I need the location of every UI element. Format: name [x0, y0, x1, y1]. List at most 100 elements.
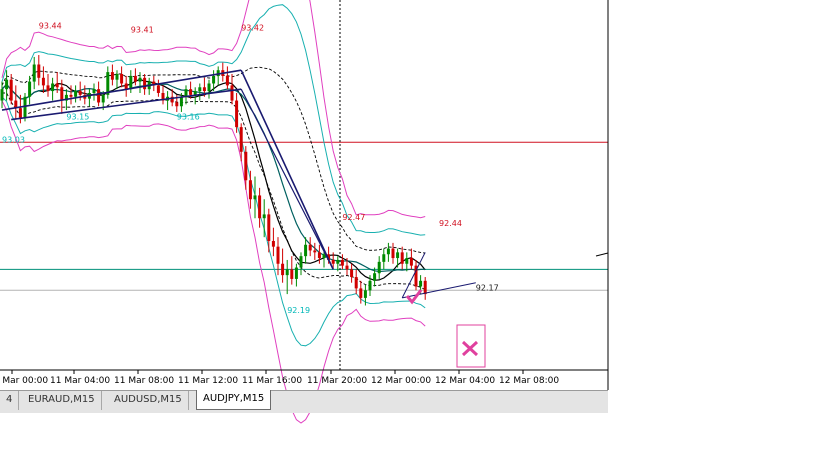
- candle: [253, 176, 257, 219]
- candle: [262, 199, 266, 238]
- candle-body: [143, 77, 147, 90]
- candle-body: [32, 64, 36, 82]
- candle: [46, 74, 50, 97]
- candle-body: [354, 277, 358, 289]
- candle: [267, 208, 271, 253]
- candle: [179, 92, 183, 112]
- time-tick-label: 12 Mar 08:00: [499, 376, 559, 386]
- time-tick-label: 11 Mar 04:00: [50, 376, 110, 386]
- candle: [161, 85, 165, 105]
- candle: [55, 72, 59, 93]
- candle: [345, 258, 349, 276]
- candle: [244, 146, 248, 190]
- tab-audusd-m15[interactable]: AUDUSD,M15: [108, 391, 189, 410]
- candle: [106, 66, 110, 99]
- candle-body: [248, 180, 252, 200]
- candle-body: [363, 290, 367, 298]
- candle: [212, 70, 216, 92]
- candle-body: [414, 265, 418, 287]
- buy-check-icon: [405, 289, 423, 305]
- candle-body: [92, 89, 96, 93]
- candle-body: [400, 252, 404, 264]
- trendline-upper: [1, 69, 242, 111]
- candle-body: [189, 89, 193, 95]
- candle-body: [258, 195, 262, 219]
- price-label: 93.41: [131, 25, 154, 34]
- candle-body: [46, 85, 50, 92]
- band-inner-lower: [2, 92, 426, 290]
- candle-body: [285, 269, 289, 276]
- candle: [363, 284, 367, 306]
- candle: [166, 91, 170, 111]
- candle-body: [216, 70, 220, 76]
- candle: [9, 74, 13, 105]
- candle-body: [198, 87, 202, 92]
- price-label: 93.16: [177, 113, 200, 122]
- candle: [69, 85, 73, 105]
- price-label: 92.17: [476, 283, 499, 292]
- candle: [368, 275, 372, 296]
- candle-body: [193, 91, 197, 95]
- candle-body: [175, 102, 179, 107]
- candle: [133, 68, 137, 86]
- candle: [32, 56, 36, 90]
- candle-body: [18, 108, 22, 118]
- candle: [60, 79, 64, 114]
- candle-body: [276, 246, 280, 264]
- time-tick-label: 11 Mar 20:00: [307, 376, 367, 386]
- candle-body: [37, 64, 41, 78]
- candle-body: [64, 94, 68, 101]
- candles: [0, 55, 427, 306]
- candle-body: [382, 254, 386, 262]
- candle-body: [322, 254, 326, 259]
- candle: [207, 79, 211, 99]
- candle-body: [124, 83, 128, 90]
- candle: [308, 237, 312, 257]
- candle-body: [262, 214, 266, 219]
- tab-euraud-m15[interactable]: EURAUD,M15: [22, 391, 102, 410]
- candle-body: [120, 74, 124, 84]
- candle-body: [244, 151, 248, 181]
- candle-body: [386, 248, 390, 255]
- candle-body: [41, 77, 45, 86]
- price-label: 93.15: [66, 113, 89, 122]
- price-label: 93.44: [39, 21, 62, 30]
- candle-body: [179, 96, 183, 107]
- trend-lines: [1, 69, 476, 299]
- candle: [41, 66, 45, 93]
- band-middle-upper: [1, 4, 426, 236]
- candle-body: [391, 248, 395, 259]
- candle-body: [327, 254, 331, 260]
- candle: [0, 81, 4, 109]
- candle: [354, 269, 358, 295]
- time-tick-label: 11 Mar 12:00: [178, 376, 238, 386]
- candle-body: [202, 87, 206, 92]
- close-x-icon: [461, 340, 479, 357]
- candle: [304, 237, 308, 264]
- candle: [225, 66, 229, 90]
- moving-averages: [1, 78, 426, 281]
- candle: [299, 252, 303, 276]
- time-tick-label: 11 Mar 08:00: [114, 376, 174, 386]
- tab-partial[interactable]: 4: [0, 391, 20, 410]
- trendline-down: [240, 69, 334, 270]
- candle: [400, 246, 404, 270]
- candle: [382, 248, 386, 270]
- candle-body: [419, 280, 423, 287]
- candle-body: [55, 83, 59, 88]
- candle: [258, 187, 262, 228]
- candle: [423, 277, 427, 300]
- tab-audjpy-m15[interactable]: AUDJPY,M15: [196, 390, 272, 410]
- price-label: 93.03: [2, 135, 25, 144]
- time-tick-label: 12 Mar 04:00: [435, 376, 495, 386]
- candle-body: [396, 252, 400, 259]
- candle-body: [304, 244, 308, 257]
- trade-markers: [405, 252, 609, 368]
- candle-body: [161, 92, 165, 101]
- time-tick-label: 11 Mar 16:00: [242, 376, 302, 386]
- candle: [5, 70, 9, 101]
- candle: [184, 85, 188, 105]
- candle-body: [212, 75, 216, 84]
- candle-body: [253, 195, 257, 200]
